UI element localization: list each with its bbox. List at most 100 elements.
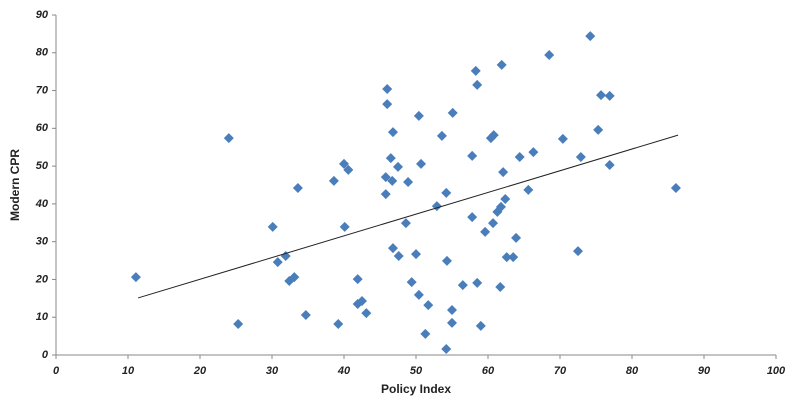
x-axis-title: Policy Index <box>381 382 451 396</box>
x-tick-label: 100 <box>767 365 786 377</box>
point <box>447 107 458 118</box>
point <box>511 232 522 243</box>
point <box>514 152 525 163</box>
point <box>339 221 350 232</box>
y-tick-label: 60 <box>36 122 49 134</box>
point <box>495 201 506 212</box>
point <box>423 300 434 311</box>
point <box>416 158 427 169</box>
point <box>361 308 372 319</box>
point <box>400 218 411 229</box>
point <box>223 133 234 144</box>
point <box>447 317 457 328</box>
point <box>130 272 141 283</box>
point <box>387 175 398 186</box>
point <box>431 201 442 212</box>
point <box>585 31 596 42</box>
point <box>436 130 447 141</box>
point <box>406 277 417 288</box>
point <box>413 289 424 300</box>
point <box>523 184 534 195</box>
point <box>573 246 583 257</box>
point <box>488 218 499 229</box>
y-tick-label: 70 <box>36 84 49 96</box>
point <box>387 243 398 254</box>
y-tick-label: 50 <box>36 160 49 172</box>
point <box>596 90 607 101</box>
point <box>544 50 555 61</box>
point <box>441 255 452 266</box>
x-tick-label: 20 <box>193 365 207 377</box>
point <box>508 252 519 263</box>
point <box>472 277 483 288</box>
point <box>472 79 483 90</box>
point <box>411 249 421 260</box>
point <box>289 272 300 283</box>
point <box>475 320 486 331</box>
point <box>467 212 478 223</box>
y-tick-label: 30 <box>36 236 49 248</box>
point <box>292 183 303 194</box>
point <box>575 152 586 163</box>
point <box>280 251 291 262</box>
point <box>470 65 481 76</box>
point <box>441 343 452 354</box>
y-tick-label: 90 <box>36 9 49 21</box>
point <box>604 159 615 170</box>
point <box>339 158 349 169</box>
x-tick-label: 0 <box>53 365 60 377</box>
trendline <box>137 134 679 299</box>
point <box>343 164 354 175</box>
x-tick-label: 60 <box>482 365 495 377</box>
point <box>441 187 452 198</box>
point <box>447 305 457 316</box>
point <box>352 274 363 285</box>
point <box>670 183 681 194</box>
x-tick-label: 90 <box>698 365 711 377</box>
point <box>457 280 468 291</box>
point <box>604 90 615 101</box>
point <box>501 252 512 263</box>
x-tick-label: 10 <box>122 365 135 377</box>
point <box>557 133 568 144</box>
point <box>387 127 398 138</box>
point <box>496 59 507 70</box>
point <box>403 176 414 187</box>
point <box>385 153 396 164</box>
point <box>272 257 283 268</box>
point <box>593 124 604 135</box>
point <box>467 150 478 161</box>
point <box>500 193 511 204</box>
x-tick-label: 80 <box>626 365 639 377</box>
point <box>328 175 339 186</box>
x-tick-label: 30 <box>266 365 279 377</box>
point <box>380 172 391 183</box>
point <box>480 226 491 237</box>
point <box>233 319 244 330</box>
point <box>300 309 311 320</box>
point <box>380 189 391 200</box>
point <box>393 251 404 262</box>
y-tick-label: 10 <box>36 311 49 323</box>
point <box>495 282 506 292</box>
point <box>393 161 403 172</box>
point <box>333 319 344 330</box>
point <box>488 130 499 141</box>
point <box>382 84 393 95</box>
point <box>267 221 278 232</box>
point <box>420 328 431 339</box>
y-tick-label: 0 <box>42 349 49 361</box>
y-tick-label: 40 <box>35 198 49 210</box>
y-tick-label: 80 <box>36 47 49 59</box>
x-tick-label: 50 <box>410 365 423 377</box>
x-tick-label: 40 <box>337 365 351 377</box>
point <box>528 147 539 158</box>
point <box>382 99 393 110</box>
point <box>498 167 509 178</box>
x-tick-label: 70 <box>554 365 567 377</box>
point <box>413 110 424 121</box>
point <box>357 295 367 306</box>
y-axis-title: Modern CPR <box>8 149 22 221</box>
y-tick-label: 20 <box>35 273 49 285</box>
